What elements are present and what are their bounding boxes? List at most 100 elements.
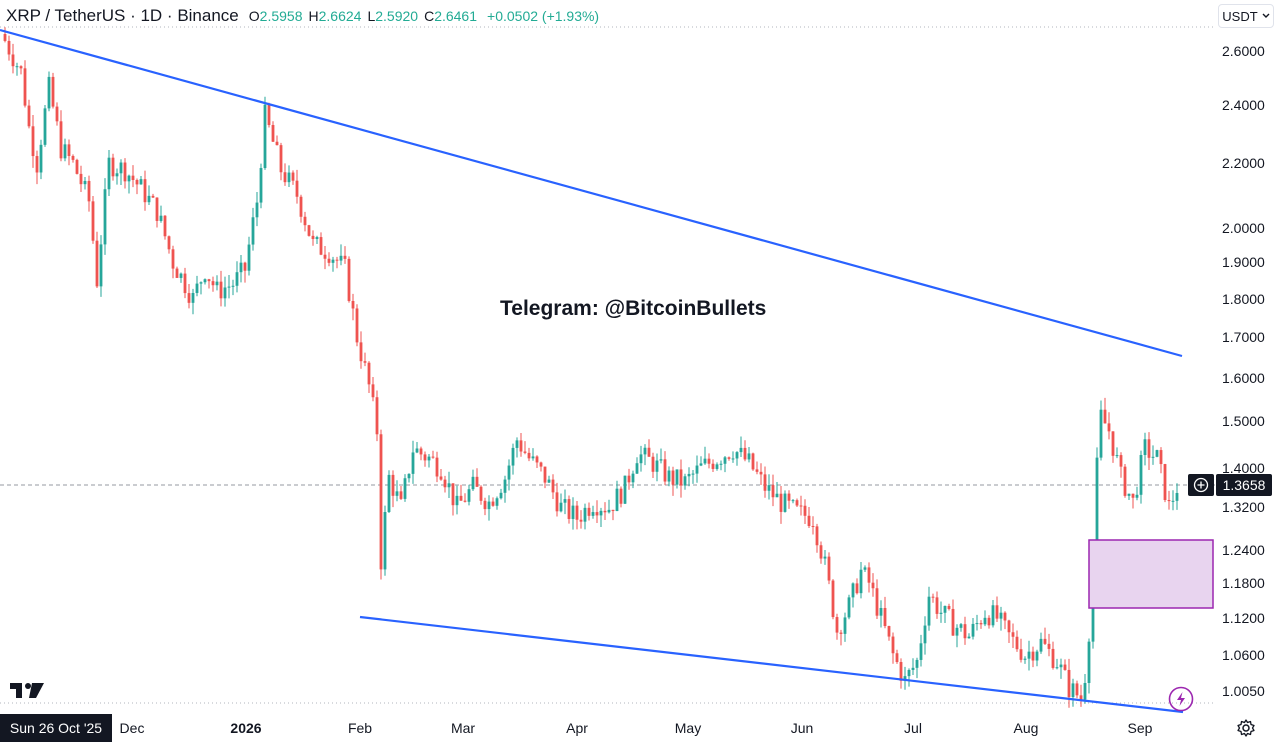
high-label: H bbox=[308, 8, 319, 24]
candle-body bbox=[1163, 464, 1167, 501]
candle-body bbox=[399, 491, 403, 499]
candle-body bbox=[991, 605, 995, 626]
candle-body bbox=[939, 612, 943, 614]
candle-body bbox=[335, 259, 339, 261]
candle-body bbox=[755, 469, 759, 472]
candle-body bbox=[527, 452, 531, 459]
candle-body bbox=[71, 155, 75, 160]
candle-body bbox=[207, 279, 211, 282]
candle-body bbox=[147, 195, 151, 203]
candle-body bbox=[1123, 466, 1127, 496]
price-tick-label: 1.0050 bbox=[1222, 683, 1265, 699]
price-tick-label: 1.1800 bbox=[1222, 574, 1265, 591]
currency-select-button[interactable]: USDT bbox=[1218, 4, 1274, 28]
price-tick-label: 2.0000 bbox=[1222, 219, 1265, 236]
candle-body bbox=[31, 126, 35, 157]
candle-body bbox=[487, 501, 491, 510]
candle-body bbox=[415, 448, 419, 453]
candle-body bbox=[803, 505, 807, 516]
candle-body bbox=[543, 466, 547, 483]
candle-body bbox=[555, 492, 559, 512]
candle-body bbox=[723, 457, 727, 464]
candle-body bbox=[1075, 683, 1079, 696]
candle-body bbox=[767, 485, 771, 491]
time-tick-label: 2026 bbox=[230, 720, 262, 736]
candle-body bbox=[859, 569, 863, 594]
candle-body bbox=[387, 474, 391, 512]
candle-body bbox=[15, 66, 19, 68]
candle-body bbox=[907, 669, 911, 677]
candle-body bbox=[995, 605, 999, 619]
candle-body bbox=[3, 34, 7, 41]
candle-body bbox=[643, 447, 647, 455]
candle-body bbox=[1147, 439, 1151, 458]
candle-body bbox=[391, 474, 395, 496]
candle-body bbox=[395, 491, 399, 496]
tradingview-logo-icon[interactable] bbox=[10, 680, 44, 700]
candle-body bbox=[63, 144, 67, 159]
candle-body bbox=[427, 456, 431, 461]
candle-body bbox=[639, 454, 643, 464]
symbol-title[interactable]: XRP / TetherUS · 1D · Binance bbox=[6, 6, 239, 25]
candle-body bbox=[1023, 658, 1027, 660]
candle-body bbox=[503, 479, 507, 493]
candle-body bbox=[1087, 641, 1091, 684]
candle-body bbox=[603, 510, 607, 513]
time-tick-label: Aug bbox=[1013, 720, 1039, 736]
candle-body bbox=[347, 258, 351, 301]
candle-body bbox=[311, 235, 315, 240]
candle-body bbox=[1159, 450, 1163, 465]
candle-body bbox=[267, 104, 271, 126]
price-tick-label: 1.6000 bbox=[1222, 369, 1265, 386]
candle-body bbox=[471, 476, 475, 490]
candle-body bbox=[431, 456, 435, 458]
candle-body bbox=[655, 460, 659, 472]
close-label: C bbox=[424, 8, 435, 24]
candle-body bbox=[443, 479, 447, 488]
candle-body bbox=[1139, 455, 1143, 495]
candle-body bbox=[375, 397, 379, 435]
candle-body bbox=[611, 509, 615, 512]
candle-body bbox=[599, 510, 603, 516]
candle-body bbox=[631, 473, 635, 483]
candle-body bbox=[719, 463, 723, 465]
candle-body bbox=[411, 452, 415, 474]
add-alert-button[interactable] bbox=[1188, 474, 1214, 496]
lightning-icon[interactable] bbox=[1168, 686, 1194, 712]
candle-body bbox=[695, 465, 699, 474]
candle-body bbox=[423, 454, 427, 461]
candle-body bbox=[1043, 638, 1047, 644]
candle-body bbox=[955, 627, 959, 636]
candle-body bbox=[899, 662, 903, 681]
price-tick-label: 1.0600 bbox=[1222, 647, 1265, 664]
high-value: 2.6624 bbox=[318, 8, 362, 24]
candle-body bbox=[575, 505, 579, 520]
candle-body bbox=[883, 607, 887, 627]
candle-body bbox=[1127, 493, 1131, 496]
candle-body bbox=[627, 475, 631, 483]
candle-body bbox=[675, 469, 679, 485]
candle-body bbox=[715, 464, 719, 469]
time-tick-label: Jun bbox=[790, 720, 814, 736]
candle-body bbox=[227, 286, 231, 288]
candle-body bbox=[315, 237, 319, 240]
candle-body bbox=[87, 180, 91, 202]
candle-body bbox=[247, 244, 251, 271]
gear-icon[interactable] bbox=[1236, 718, 1256, 738]
candle-body bbox=[1059, 664, 1063, 668]
candle-body bbox=[891, 636, 895, 654]
candle-body bbox=[1095, 457, 1099, 561]
candle-body bbox=[1079, 695, 1083, 700]
candle-body bbox=[687, 473, 691, 477]
candle-body bbox=[783, 493, 787, 512]
candle-body bbox=[679, 469, 683, 486]
candle-body bbox=[327, 258, 331, 263]
candle-body bbox=[467, 489, 471, 502]
time-tick-label: Mar bbox=[450, 720, 476, 736]
candle-body bbox=[151, 195, 155, 198]
price-tick-label: 1.1200 bbox=[1222, 610, 1265, 627]
price-tick-label: 1.4000 bbox=[1222, 459, 1265, 476]
candle-body bbox=[839, 632, 843, 634]
candle-body bbox=[651, 456, 655, 472]
